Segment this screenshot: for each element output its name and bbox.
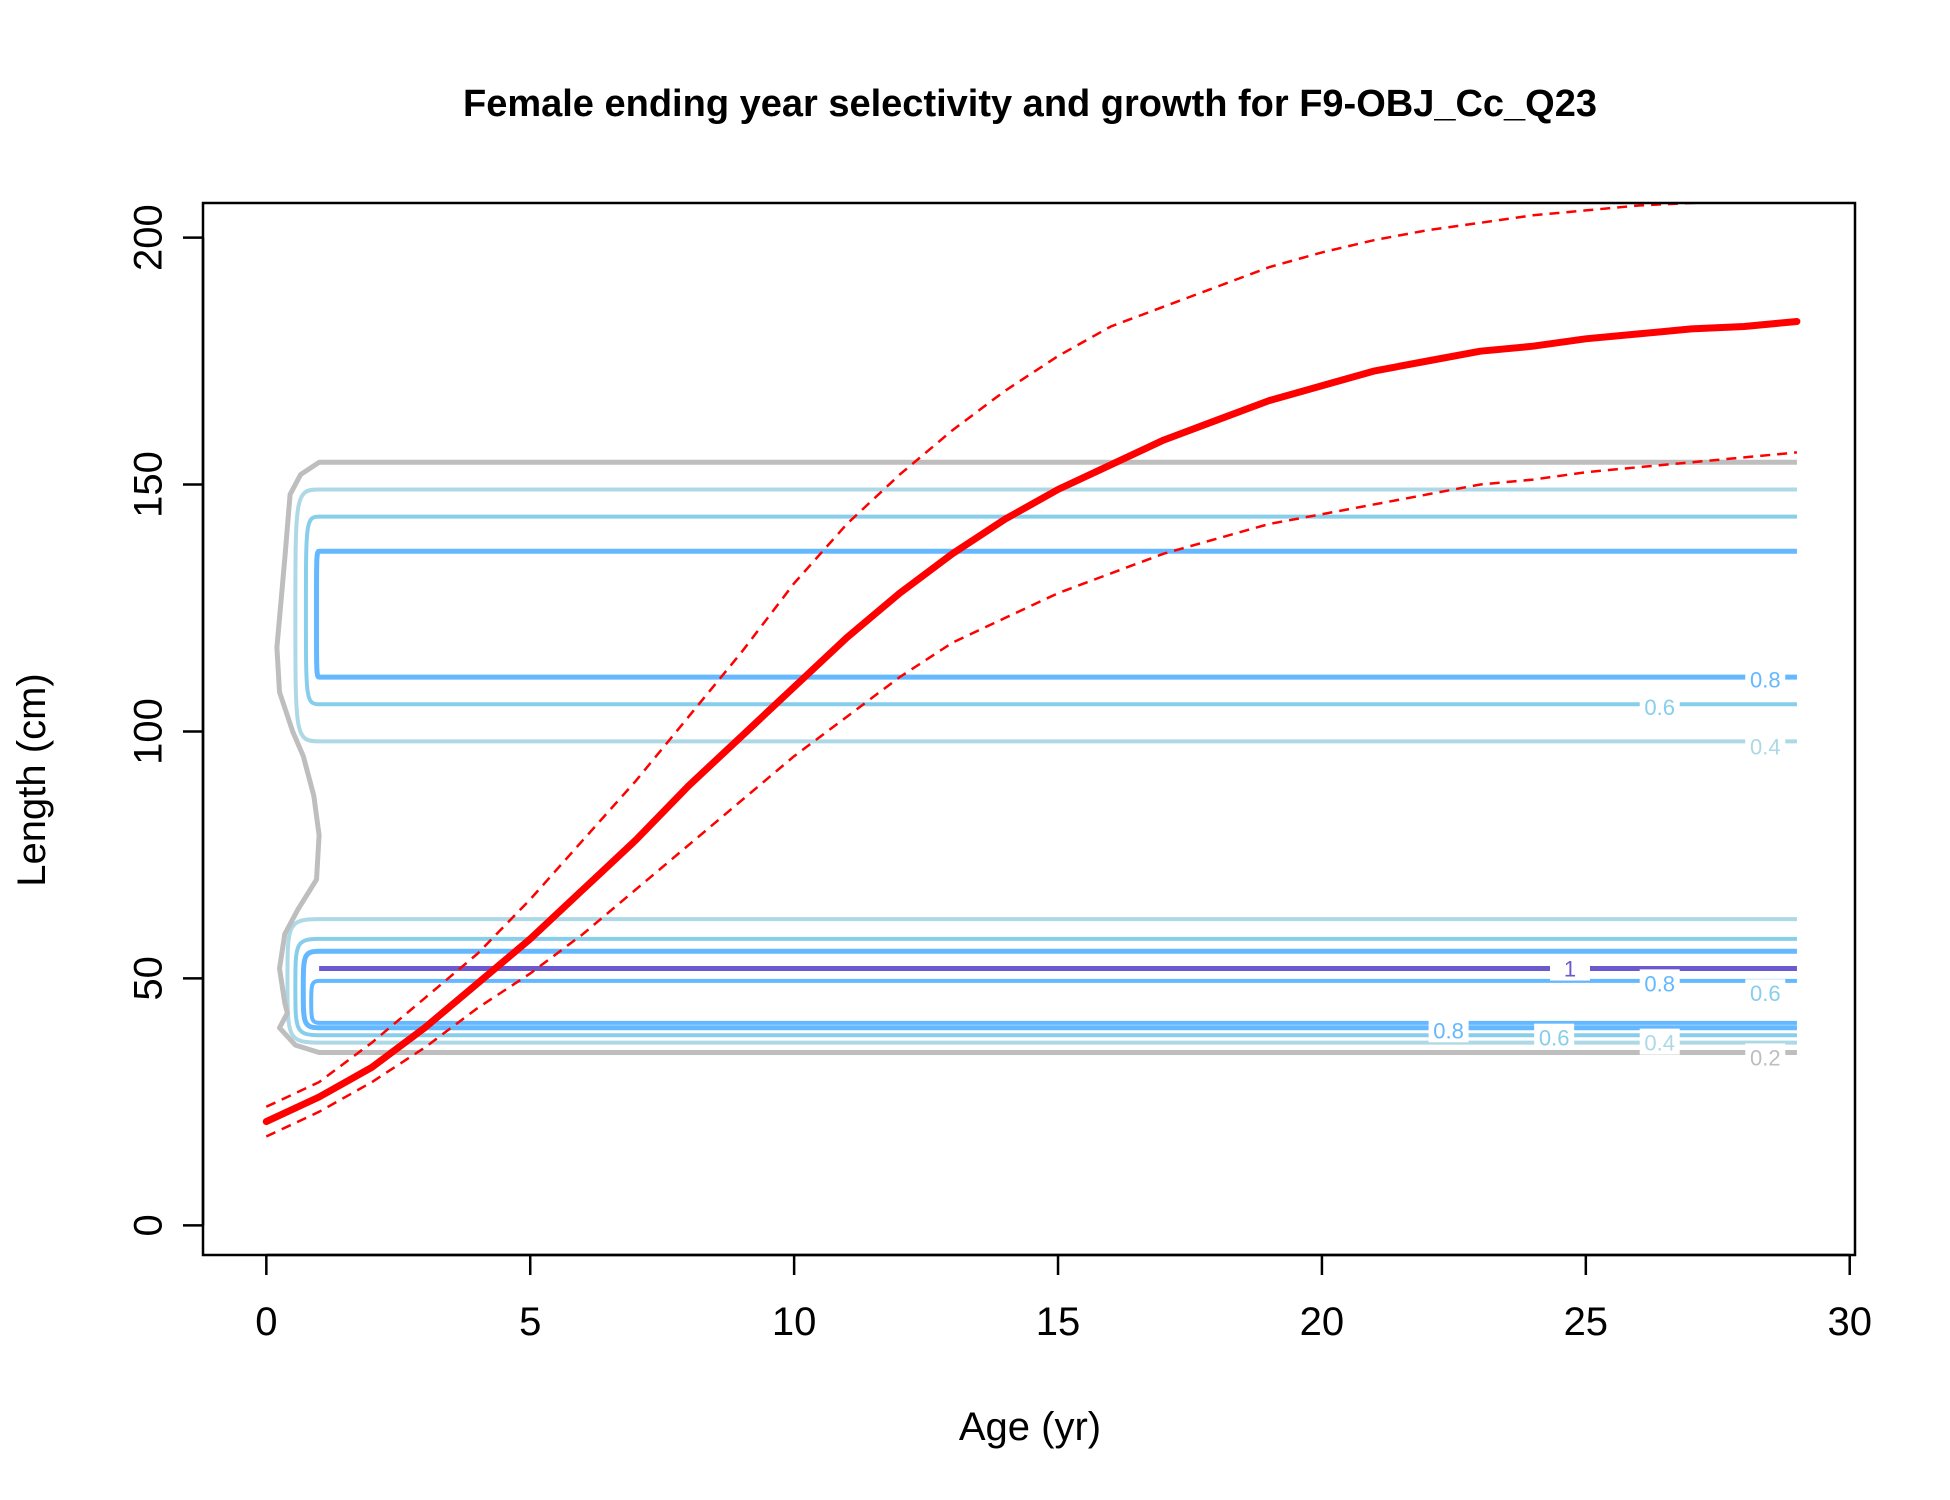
contour-label-06-0: 0.6: [1644, 695, 1675, 720]
x-tick-label-0: 0: [255, 1300, 277, 1344]
contour-04-band-0: [293, 487, 1797, 744]
growth-mean-line: [262, 318, 1801, 1126]
contour-label-bg-06-0: [1639, 692, 1680, 719]
contour-label-bg-04-1: [1639, 1028, 1680, 1055]
contour-label-bg-06-1: [1745, 979, 1786, 1006]
contour-08-band-6: [309, 978, 1797, 1025]
contour-label-1-0: 1: [1564, 957, 1576, 982]
x-tick-label-25: 25: [1564, 1300, 1609, 1344]
contour-02-outline: [274, 459, 1797, 1055]
contour-label-04-1: 0.4: [1644, 1031, 1675, 1056]
contour-06-band-4: [293, 936, 1797, 1038]
x-tick-label-20: 20: [1300, 1300, 1345, 1344]
x-tick-label-15: 15: [1036, 1300, 1081, 1344]
contour-label-06-1: 0.6: [1750, 981, 1781, 1006]
y-axis-title: Length (cm): [10, 673, 54, 886]
contour-04-band-3: [285, 917, 1797, 1045]
x-tick-label-30: 30: [1827, 1300, 1872, 1344]
contour-label-08-0: 0.8: [1750, 668, 1781, 693]
contour-label-08-2: 0.8: [1433, 1018, 1464, 1043]
x-axis-title: Age (yr): [959, 1405, 1101, 1449]
chart-marks: 0.20.40.40.60.60.60.80.80.810 5 10 15 20 25 30…: [127, 201, 1872, 1344]
y-tick-label-200: 200: [127, 204, 171, 271]
chart-title: Female ending year selectivity and growt…: [463, 83, 1597, 125]
plot-area: [262, 203, 1801, 1138]
x-tick-label-10: 10: [772, 1300, 817, 1344]
y-tick-label-50: 50: [127, 956, 171, 1001]
contour-label-bg-02-0: [1745, 1043, 1786, 1070]
contour-label-bg-08-1: [1639, 969, 1680, 996]
contour-label-08-1: 0.8: [1644, 971, 1675, 996]
y-tick-label-0: 0: [127, 1214, 171, 1236]
contour-08-band-5: [300, 948, 1797, 1031]
growth-lower-ci: [265, 451, 1798, 1138]
contour-06-band-1: [303, 514, 1797, 707]
contour-label-bg-04-0: [1745, 732, 1786, 759]
contour-08-band-2: [313, 548, 1797, 680]
contour-label-bg-1-0: [1549, 954, 1590, 981]
contour-label-bg-06-2: [1534, 1023, 1575, 1050]
contour-label-06-2: 0.6: [1539, 1026, 1570, 1051]
contour-label-02-0: 0.2: [1750, 1045, 1781, 1070]
contour-label-04-0: 0.4: [1750, 734, 1781, 759]
contour-label-bg-08-0: [1745, 665, 1786, 692]
contour-label-bg-08-2: [1428, 1016, 1469, 1043]
y-tick-label-150: 150: [127, 451, 171, 518]
plot-frame: [201, 201, 1857, 1257]
x-tick-label-5: 5: [519, 1300, 541, 1344]
y-tick-label-100: 100: [127, 698, 171, 765]
growth-upper-ci: [265, 203, 1718, 1108]
